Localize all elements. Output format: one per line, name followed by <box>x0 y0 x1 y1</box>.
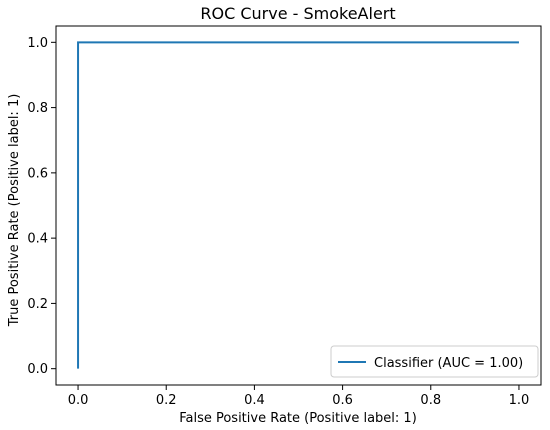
x-tick-label: 1.0 <box>509 393 530 408</box>
x-tick-label: 0.4 <box>244 393 265 408</box>
plot-frame <box>55 25 542 386</box>
y-tick-label: 0.4 <box>27 232 48 247</box>
y-tick-label: 0.6 <box>27 166 48 181</box>
x-axis-label: False Positive Rate (Positive label: 1) <box>179 411 417 426</box>
y-tick-label: 0.2 <box>27 297 48 312</box>
legend: Classifier (AUC = 1.00) <box>330 345 539 378</box>
plot-area <box>55 25 542 386</box>
y-tick-label: 1.0 <box>27 36 48 51</box>
y-tick-label: 0.0 <box>27 362 48 377</box>
legend-box <box>330 345 539 378</box>
y-axis-ticks: 0.0 0.2 0.4 0.6 0.8 1.0 <box>27 36 56 377</box>
series-layer <box>77 41 519 369</box>
x-tick-label: 0.0 <box>68 393 89 408</box>
y-axis-label: True Positive Rate (Positive label: 1) <box>7 94 22 328</box>
x-tick-label: 0.6 <box>332 393 353 408</box>
chart-title: ROC Curve - SmokeAlert <box>200 4 395 23</box>
roc-curve-line <box>77 41 519 369</box>
x-axis-ticks: 0.0 0.2 0.4 0.6 0.8 1.0 <box>68 385 530 408</box>
x-tick-label: 0.8 <box>420 393 441 408</box>
legend-entry-classifier: Classifier (AUC = 1.00) <box>374 356 523 371</box>
x-tick-label: 0.2 <box>156 393 177 408</box>
y-tick-label: 0.8 <box>27 101 48 116</box>
